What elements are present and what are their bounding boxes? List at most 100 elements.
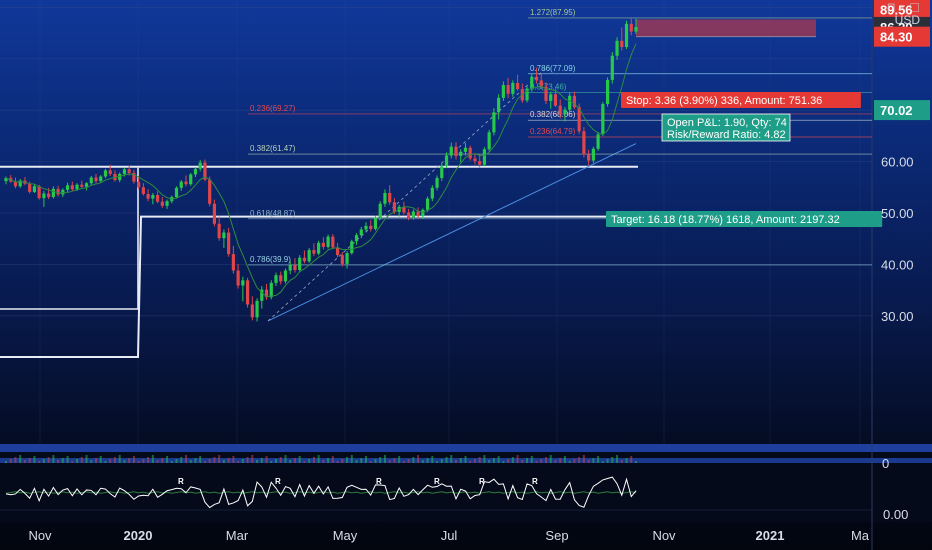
candle <box>293 264 297 271</box>
candle <box>65 185 70 190</box>
volume-bar <box>488 460 491 463</box>
candle <box>203 162 207 180</box>
volume-bar <box>208 459 211 463</box>
volume-bar <box>185 455 187 463</box>
candle <box>378 203 382 218</box>
candle <box>264 289 269 298</box>
price-tag: 89.56 <box>880 3 913 18</box>
time-axis-label: Nov <box>28 528 52 543</box>
candle <box>127 169 131 173</box>
volume-bar <box>497 456 500 463</box>
price-axis-label: 60.00 <box>881 155 914 170</box>
rsi-line <box>5 476 637 509</box>
volume-bar <box>76 459 79 463</box>
volume-bar <box>57 460 60 463</box>
fib-anchor-line <box>267 66 549 322</box>
volume-bar <box>502 461 505 463</box>
rsi-marker: R <box>376 477 382 486</box>
volume-bar <box>327 458 330 463</box>
candle <box>298 257 302 271</box>
stop-zone <box>636 19 816 37</box>
candle <box>80 184 84 187</box>
volume-bar <box>137 461 140 463</box>
candle <box>430 187 434 199</box>
candle <box>245 280 250 305</box>
candle <box>478 161 482 165</box>
candle <box>103 170 108 177</box>
pnl-box <box>661 113 791 142</box>
candle <box>94 177 98 182</box>
volume-bar <box>213 457 216 463</box>
price-tag-bg <box>874 0 930 20</box>
volume-bar <box>436 461 439 463</box>
volume-bar <box>578 457 581 463</box>
candle <box>388 192 392 203</box>
volume-bar <box>95 458 97 463</box>
candle <box>132 172 136 182</box>
volume-bar <box>426 458 429 463</box>
candle <box>601 104 605 135</box>
target-label-bg <box>606 211 883 227</box>
position-tool[interactable]: Stop: 3.36 (3.90%) 336, Amount: 751.36 Op… <box>606 19 883 227</box>
volume-bar <box>161 458 164 463</box>
volume-bar <box>156 460 159 463</box>
time-axis-label: Sep <box>545 528 568 543</box>
volume-bar <box>99 456 102 463</box>
volume-bar <box>151 455 154 463</box>
candle <box>137 181 141 188</box>
candle <box>51 188 55 198</box>
candle <box>364 225 368 230</box>
volume-bar <box>601 461 604 463</box>
candle <box>501 85 505 98</box>
candle <box>335 247 340 256</box>
volume-bar <box>298 456 301 463</box>
volume-bar <box>232 456 235 463</box>
candle <box>307 250 311 262</box>
volume-bar <box>530 456 533 463</box>
trend-line <box>267 143 637 322</box>
candle <box>459 151 463 156</box>
volume-bar <box>440 459 443 463</box>
candle <box>70 185 74 190</box>
candle <box>151 195 155 199</box>
volume-bar <box>147 457 150 463</box>
volume-bar <box>331 456 334 463</box>
volume-bar <box>568 461 571 463</box>
volume-bar <box>203 461 206 463</box>
candle <box>615 40 619 56</box>
candle <box>587 154 591 161</box>
candle <box>425 198 430 210</box>
candle <box>312 250 316 254</box>
candle <box>449 146 453 156</box>
rsi-signal-line <box>5 491 637 494</box>
candle <box>435 178 439 188</box>
candle <box>274 275 278 283</box>
volume-bar <box>260 458 263 463</box>
time-axis-label: Ma <box>851 528 870 543</box>
currency-label[interactable]: Π × ☐ USD <box>887 2 920 26</box>
volume-bar <box>592 458 595 463</box>
candle <box>582 131 586 155</box>
price-axis-label: 40.00 <box>881 257 914 272</box>
volume-bar <box>80 457 83 463</box>
volume-bar <box>170 461 173 463</box>
volume-bar <box>545 457 547 463</box>
candle <box>605 79 610 105</box>
candle <box>416 211 420 217</box>
candle <box>473 158 477 162</box>
candle <box>634 26 638 32</box>
candle <box>506 85 510 94</box>
volume-bar <box>365 456 367 463</box>
price-tag: 84.30 <box>880 30 913 45</box>
candle <box>350 241 354 254</box>
volume-bar <box>61 458 64 463</box>
rsi-marker: R <box>178 477 184 486</box>
volume-bar <box>464 456 467 463</box>
volume-bar <box>52 455 55 463</box>
candle <box>118 173 122 181</box>
volume-bar <box>511 457 514 463</box>
fib-level-label: 0.236(69.27) <box>250 104 296 113</box>
candle <box>231 254 235 271</box>
time-axis: Nov 2020 Mar May Jul Sep Nov 2021 Ma <box>28 528 869 543</box>
